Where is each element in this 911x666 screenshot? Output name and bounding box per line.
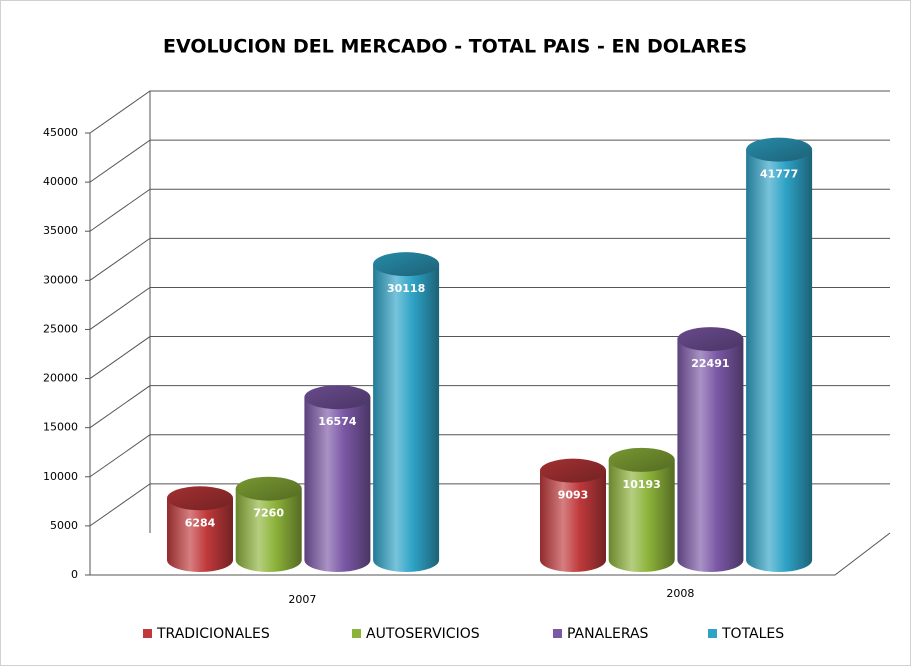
legend-label: TOTALES bbox=[721, 626, 784, 642]
y-tick-label: 10000 bbox=[43, 470, 78, 483]
value-label: 16574 bbox=[318, 415, 357, 428]
bar-top bbox=[167, 486, 233, 511]
grid-line bbox=[89, 188, 890, 232]
value-label: 41777 bbox=[760, 168, 798, 181]
bar bbox=[540, 470, 606, 572]
y-tick-label: 15000 bbox=[43, 421, 78, 434]
bar-top bbox=[746, 137, 813, 162]
bar bbox=[677, 339, 744, 572]
value-label: 9093 bbox=[558, 489, 589, 502]
legend-swatch bbox=[352, 629, 361, 638]
grid-line bbox=[89, 434, 890, 478]
bar-top bbox=[540, 458, 606, 483]
bar-top bbox=[677, 327, 744, 352]
bar-top bbox=[373, 252, 440, 277]
y-tick-label: 0 bbox=[71, 568, 78, 581]
bar bbox=[167, 498, 233, 572]
grid-line bbox=[89, 237, 890, 281]
y-tick-label: 5000 bbox=[50, 519, 78, 532]
value-label: 6284 bbox=[185, 516, 216, 529]
legend-label: PANALERAS bbox=[567, 626, 649, 642]
y-tick-label: 40000 bbox=[43, 175, 78, 188]
bar-top bbox=[235, 476, 302, 501]
y-tick-label: 45000 bbox=[43, 126, 78, 139]
bar bbox=[608, 459, 675, 572]
value-label: 30118 bbox=[387, 282, 425, 295]
legend-swatch bbox=[708, 629, 717, 638]
y-tick-label: 35000 bbox=[43, 224, 78, 237]
x-tick-label: 2008 bbox=[666, 587, 694, 600]
y-tick-label: 30000 bbox=[43, 273, 78, 286]
legend-label: AUTOSERVICIOS bbox=[366, 626, 480, 642]
grid-line bbox=[89, 90, 890, 134]
bar-top bbox=[304, 385, 371, 410]
bar bbox=[373, 264, 440, 572]
bar bbox=[746, 149, 813, 572]
axis-frame bbox=[89, 133, 891, 576]
bar bbox=[235, 488, 302, 572]
legend-swatch bbox=[143, 629, 152, 638]
grid-line bbox=[89, 139, 890, 183]
y-tick-label: 25000 bbox=[43, 322, 78, 335]
chart-title: EVOLUCION DEL MERCADO - TOTAL PAIS - EN … bbox=[163, 36, 747, 58]
grid-line bbox=[89, 336, 890, 379]
grid-line bbox=[89, 286, 890, 330]
value-label: 10193 bbox=[623, 478, 661, 491]
legend-swatch bbox=[553, 629, 562, 638]
legend-label: TRADICIONALES bbox=[156, 626, 270, 642]
bar-top bbox=[608, 447, 675, 472]
x-tick-label: 2007 bbox=[288, 593, 316, 606]
grid-line bbox=[89, 385, 890, 429]
value-label: 7260 bbox=[253, 507, 284, 520]
y-tick-label: 20000 bbox=[43, 372, 78, 385]
bar bbox=[304, 397, 371, 572]
value-label: 22491 bbox=[691, 357, 729, 370]
